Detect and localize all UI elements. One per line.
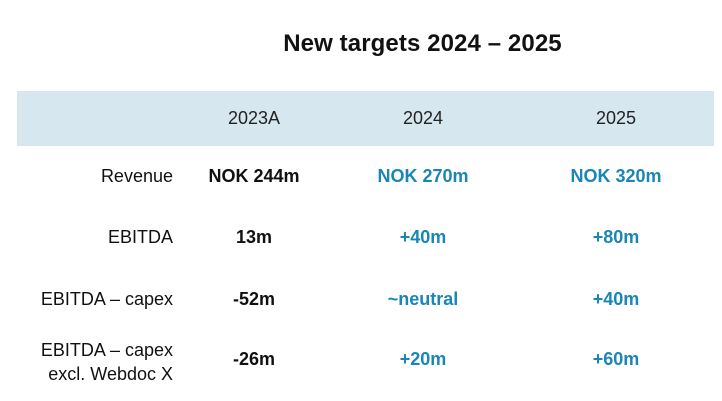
column-header-2025: 2025	[595, 108, 637, 128]
cell-ebitda-2024: +40m	[399, 227, 447, 247]
cell-revenue-2025: NOK 320m	[570, 166, 662, 186]
row-label-line-2: excl. Webdoc X	[48, 364, 173, 384]
row-label-ebitda: EBITDA	[107, 227, 173, 247]
cell-ebitda-capex-excl-webdoc-2025: +60m	[592, 349, 640, 369]
slide-title: New targets 2024 – 2025	[283, 30, 562, 57]
cell-ebitda-capex-excl-webdoc-2023a: -26m	[232, 349, 276, 369]
cell-ebitda-capex-excl-webdoc-2024: +20m	[399, 349, 447, 369]
cell-revenue-2023a: NOK 244m	[208, 166, 300, 186]
cell-revenue-2024: NOK 270m	[377, 166, 469, 186]
row-label-ebitda-capex: EBITDA – capex	[40, 289, 173, 309]
cell-ebitda-2023a: 13m	[235, 227, 273, 247]
cell-ebitda-capex-2024: ~neutral	[387, 289, 459, 309]
cell-ebitda-capex-2025: +40m	[592, 289, 640, 309]
row-label-revenue: Revenue	[100, 166, 173, 186]
cell-ebitda-capex-2023a: -52m	[232, 289, 276, 309]
row-label-ebitda-capex-excl-webdoc: EBITDA – capex excl. Webdoc X	[41, 338, 173, 386]
cell-ebitda-2025: +80m	[592, 227, 640, 247]
column-header-2024: 2024	[402, 108, 444, 128]
column-header-2023a: 2023A	[227, 108, 281, 128]
table-header-band	[17, 91, 714, 146]
row-label-line-1: EBITDA – capex	[40, 340, 173, 360]
